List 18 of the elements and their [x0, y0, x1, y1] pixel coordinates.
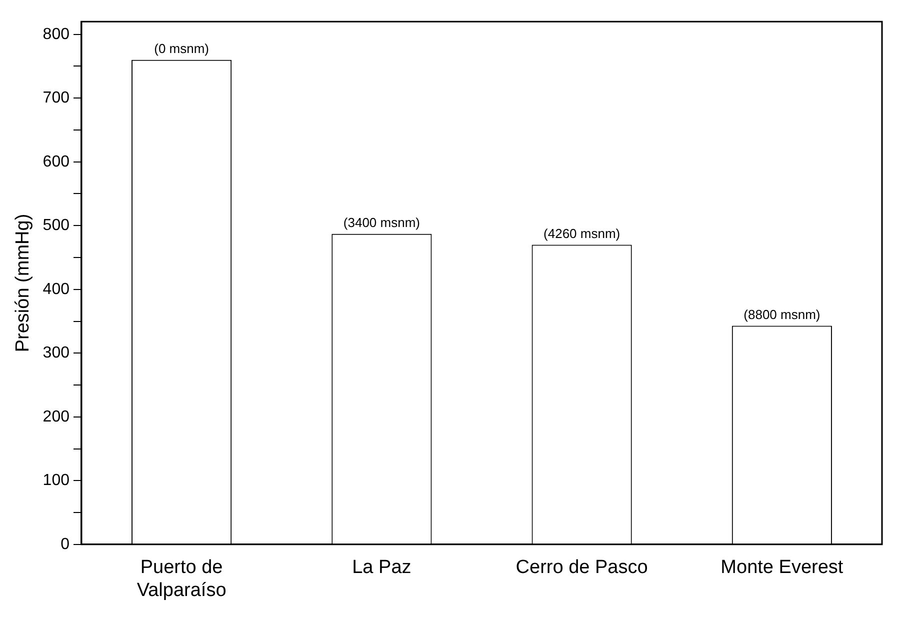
annotation: (4260 msnm) [544, 226, 620, 241]
y-tick-label: 0 [60, 536, 70, 553]
y-axis-title: Presión (mmHg) [12, 214, 34, 352]
annotation: (0 msnm) [154, 40, 210, 56]
y-tick-label: 300 [42, 344, 70, 362]
y-tick-label: 800 [42, 26, 70, 43]
x-tick-label: La Paz [352, 557, 412, 578]
y-tick-label: 500 [42, 217, 70, 234]
annotation: (3400 msnm) [343, 214, 420, 230]
y-tick-label: 700 [42, 90, 70, 107]
y-tick-label: 400 [42, 280, 70, 298]
y-tick-label: 600 [42, 153, 70, 170]
y-tick-label: 200 [42, 408, 70, 426]
x-tick-label: Puerto de Valparaíso [136, 557, 226, 601]
annotation: (8800 msnm) [744, 306, 820, 322]
y-tick-label: 100 [42, 472, 70, 490]
x-tick-label: Monte Everest [720, 557, 844, 578]
x-tick-label: Cerro de Pasco [516, 557, 648, 578]
